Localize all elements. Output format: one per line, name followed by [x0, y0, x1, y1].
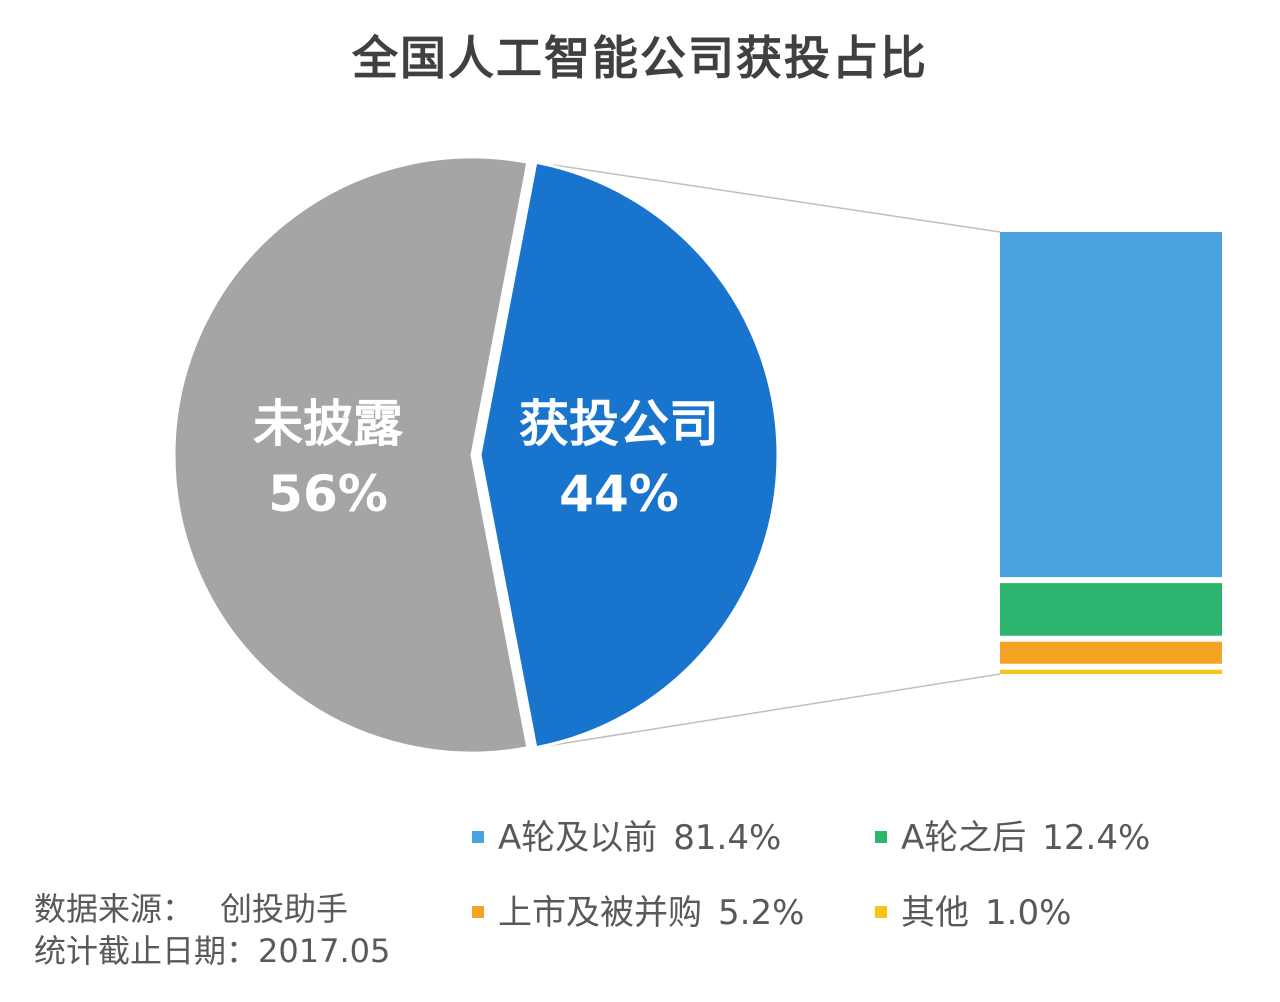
pie-value-undisclosed: 56% [268, 465, 388, 523]
chart-title: 全国人工智能公司获投占比 [352, 31, 928, 85]
legend-item-other: 其他 1.0% [875, 893, 1071, 933]
date-value: 2017.05 [258, 932, 391, 970]
breakdown-bar [1000, 232, 1222, 674]
source-note: 数据来源： 创投助手 [34, 890, 348, 928]
bar-segment-ipo-acquired [1000, 641, 1222, 664]
legend-swatch [472, 830, 484, 843]
pie-chart [172, 155, 780, 755]
source-label: 数据来源： [34, 890, 195, 928]
date-label: 统计截止日期： [34, 932, 259, 970]
connector-lines [535, 161, 1001, 749]
legend-value: 5.2% [718, 893, 805, 933]
pie-slice-funded [478, 160, 780, 750]
source-value: 创投助手 [220, 890, 349, 928]
bar-segment-a-round-before [1000, 232, 1222, 578]
pie-slice-undisclosed [172, 155, 530, 755]
legend-value: 81.4% [673, 818, 782, 858]
bar-segment-other [1000, 669, 1222, 674]
legend-item-a-round-after: A轮之后 12.4% [875, 818, 1150, 858]
legend-swatch [472, 905, 484, 918]
legend-label: 上市及被并购 [498, 893, 702, 933]
legend-item-a-round-before: A轮及以前 81.4% [472, 818, 781, 858]
legend-swatch [875, 905, 887, 918]
pie-value-funded: 44% [559, 465, 679, 523]
connector-line-bottom [535, 673, 1001, 749]
legend-value: 12.4% [1042, 818, 1151, 858]
pie-labels: 未披露 56% 获投公司 44% [253, 395, 719, 523]
legend-value: 1.0% [985, 893, 1072, 933]
legend-label: A轮之后 [901, 818, 1027, 858]
legend-swatch [875, 830, 887, 843]
legend-label: 其他 [901, 893, 969, 933]
pie-label-funded: 获投公司 [519, 395, 719, 453]
legend-item-ipo-acquired: 上市及被并购 5.2% [472, 893, 804, 933]
bar-segment-a-round-after [1000, 583, 1222, 636]
date-note: 统计截止日期：2017.05 [34, 932, 390, 970]
connector-line-top [535, 161, 1001, 233]
legend-label: A轮及以前 [498, 818, 658, 858]
pie-label-undisclosed: 未披露 [253, 395, 404, 453]
